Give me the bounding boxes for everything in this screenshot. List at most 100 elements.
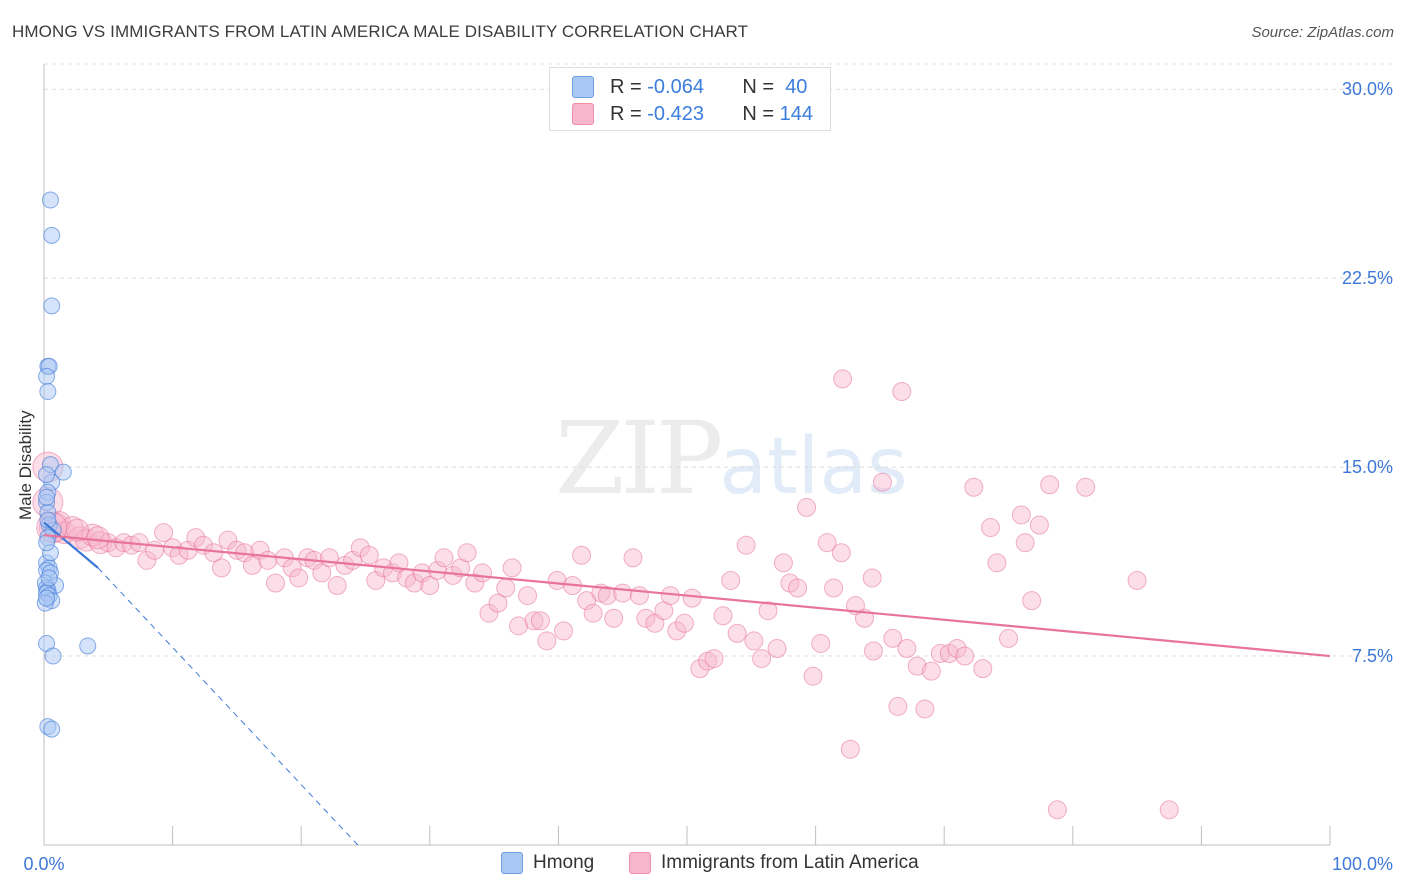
n-label: N = (742, 75, 775, 98)
r-value: -0.423 (647, 102, 704, 125)
latin-point (736, 535, 756, 555)
latin-point (803, 666, 823, 686)
latin-point (883, 628, 903, 648)
latin-point (572, 545, 592, 565)
x-tick-label: 100.0% (1332, 854, 1393, 874)
latin-point (840, 739, 860, 759)
latin-point (811, 633, 831, 653)
hmong-point (40, 569, 58, 587)
y-tick-label: 30.0% (1342, 79, 1393, 99)
latin-point (434, 548, 454, 568)
legend-row-latin: R = -0.423 N = 144 (572, 102, 813, 126)
latin-point (690, 659, 710, 679)
latin-point (518, 586, 538, 606)
latin-point (797, 497, 817, 517)
latin-point (831, 543, 851, 563)
latin-point (154, 523, 174, 543)
latin-point (1047, 800, 1067, 820)
latin-point (1022, 591, 1042, 611)
chart-title: HMONG VS IMMIGRANTS FROM LATIN AMERICA M… (12, 22, 749, 41)
latin-point (915, 699, 935, 719)
latin-point (502, 558, 522, 578)
latin-point (530, 611, 550, 631)
hmong-point (44, 647, 62, 665)
latin-point (583, 603, 603, 623)
x-tick-label: 0.0% (23, 854, 64, 874)
latin-point (457, 543, 477, 563)
series-legend: Hmong Immigrants from Latin America (0, 852, 1406, 878)
hmong-point (43, 226, 61, 244)
latin-point (973, 659, 993, 679)
latin-point (509, 616, 529, 636)
latin-point (863, 641, 883, 661)
latin-point (674, 613, 694, 633)
latin-point (312, 563, 332, 583)
legend-label: Immigrants from Latin America (661, 852, 919, 873)
latin-point (767, 638, 787, 658)
latin-point (554, 621, 574, 641)
hmong-point (38, 589, 56, 607)
latin-point (1127, 570, 1147, 590)
hmong-point (43, 720, 61, 738)
n-label: N = (742, 102, 775, 125)
latin-point (872, 472, 892, 492)
latin-point (359, 545, 379, 565)
latin-point (420, 576, 440, 596)
latin-point (955, 646, 975, 666)
latin-point (623, 548, 643, 568)
latin-swatch (572, 103, 594, 125)
latin-point (65, 518, 89, 542)
hmong-point (38, 488, 56, 506)
latin-point (265, 573, 285, 593)
latin-point (258, 550, 278, 570)
latin-point (327, 576, 347, 596)
legend-item-latin: Immigrants from Latin America (629, 852, 919, 874)
latin-point (744, 631, 764, 651)
latin-point (1159, 800, 1179, 820)
latin-point (907, 656, 927, 676)
latin-point (824, 578, 844, 598)
latin-point (496, 578, 516, 598)
latin-point (964, 477, 984, 497)
latin-point (888, 696, 908, 716)
latin-point (788, 578, 808, 598)
r-label: R = (610, 102, 642, 125)
hmong-swatch (501, 852, 523, 874)
latin-point (86, 526, 110, 550)
source-label: Source: ZipAtlas.com (1251, 24, 1394, 41)
latin-point (537, 631, 557, 651)
latin-point (629, 586, 649, 606)
latin-point (604, 608, 624, 628)
hmong-point (43, 297, 61, 315)
y-tick-label: 15.0% (1342, 457, 1393, 477)
latin-point (987, 553, 1007, 573)
n-value: 144 (779, 102, 813, 125)
latin-point (727, 623, 747, 643)
latin-point (980, 518, 1000, 538)
latin-point (921, 661, 941, 681)
latin-point (1040, 475, 1060, 495)
latin-point (758, 601, 778, 621)
latin-point (1076, 477, 1096, 497)
latin-point (613, 583, 633, 603)
y-tick-label: 22.5% (1342, 268, 1393, 288)
latin-point (892, 382, 912, 402)
hmong-trend-line (43, 521, 99, 569)
r-value: -0.064 (647, 75, 704, 98)
legend-label: Hmong (533, 852, 595, 873)
y-tick-label: 7.5% (1352, 646, 1393, 666)
latin-point (1011, 505, 1031, 525)
latin-point (137, 550, 157, 570)
latin-point (242, 555, 262, 575)
latin-point (404, 573, 424, 593)
latin-point (186, 528, 206, 548)
latin-point (289, 568, 309, 588)
latin-point (773, 553, 793, 573)
latin-point (862, 568, 882, 588)
latin-point (947, 638, 967, 658)
latin-point (473, 563, 493, 583)
hmong-trend-extension (97, 567, 359, 846)
latin-point (597, 586, 617, 606)
latin-point (1029, 515, 1049, 535)
